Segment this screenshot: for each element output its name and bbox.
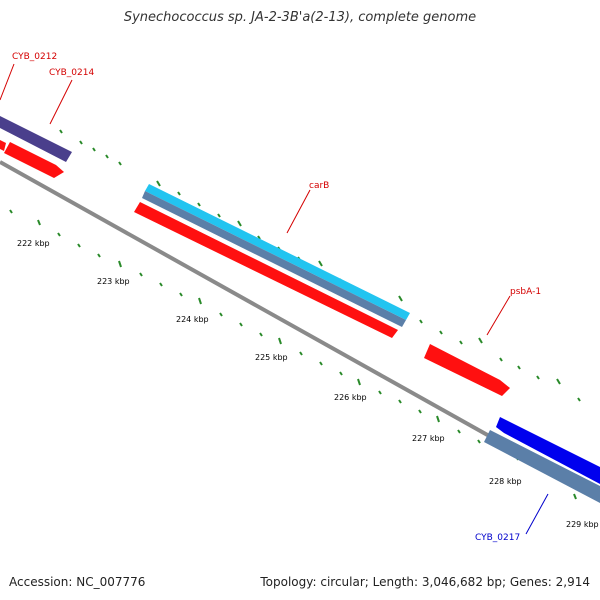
outer-tick-track — [59, 129, 581, 402]
scale-label: 222 kbp — [17, 239, 50, 248]
gene-label-psbA-1: psbA-1 — [510, 287, 541, 297]
gene-CYB_0214[interactable] — [0, 116, 72, 162]
scale-label: 225 kbp — [255, 353, 288, 362]
gene-label-carB: carB — [309, 181, 329, 191]
gene-psbA-1[interactable] — [424, 344, 510, 396]
genome-stats: Topology: circular; Length: 3,046,682 bp… — [260, 575, 590, 589]
gene-CYB_0212-arrow[interactable] — [0, 140, 6, 151]
scale-label: 224 kbp — [176, 315, 209, 324]
gene-CYB_0217[interactable] — [484, 430, 600, 503]
scale-label: 227 kbp — [412, 434, 445, 443]
gene-blue-arrow[interactable] — [496, 417, 600, 484]
gene-label-CYB_0214: CYB_0214 — [49, 68, 94, 78]
scale-label: 228 kbp — [489, 477, 522, 486]
gene-red-arrow-main[interactable] — [134, 202, 398, 338]
gene-carB[interactable] — [145, 184, 410, 320]
scale-label: 223 kbp — [97, 277, 130, 286]
gene-carB-steel[interactable] — [142, 191, 406, 327]
inner-tick-track — [9, 209, 577, 500]
gene-label-CYB_0217: CYB_0217 — [475, 533, 520, 543]
accession-info: Accession: NC_007776 — [9, 575, 146, 589]
gene-red-arrow-left[interactable] — [4, 142, 64, 178]
scale-label: 226 kbp — [334, 393, 367, 402]
label-leaders — [0, 63, 549, 535]
scale-label: 229 kbp — [566, 520, 599, 529]
map-title: Synechococcus sp. JA-2-3B'a(2-13), compl… — [123, 10, 477, 25]
gene-label-CYB_0212: CYB_0212 — [12, 52, 57, 62]
